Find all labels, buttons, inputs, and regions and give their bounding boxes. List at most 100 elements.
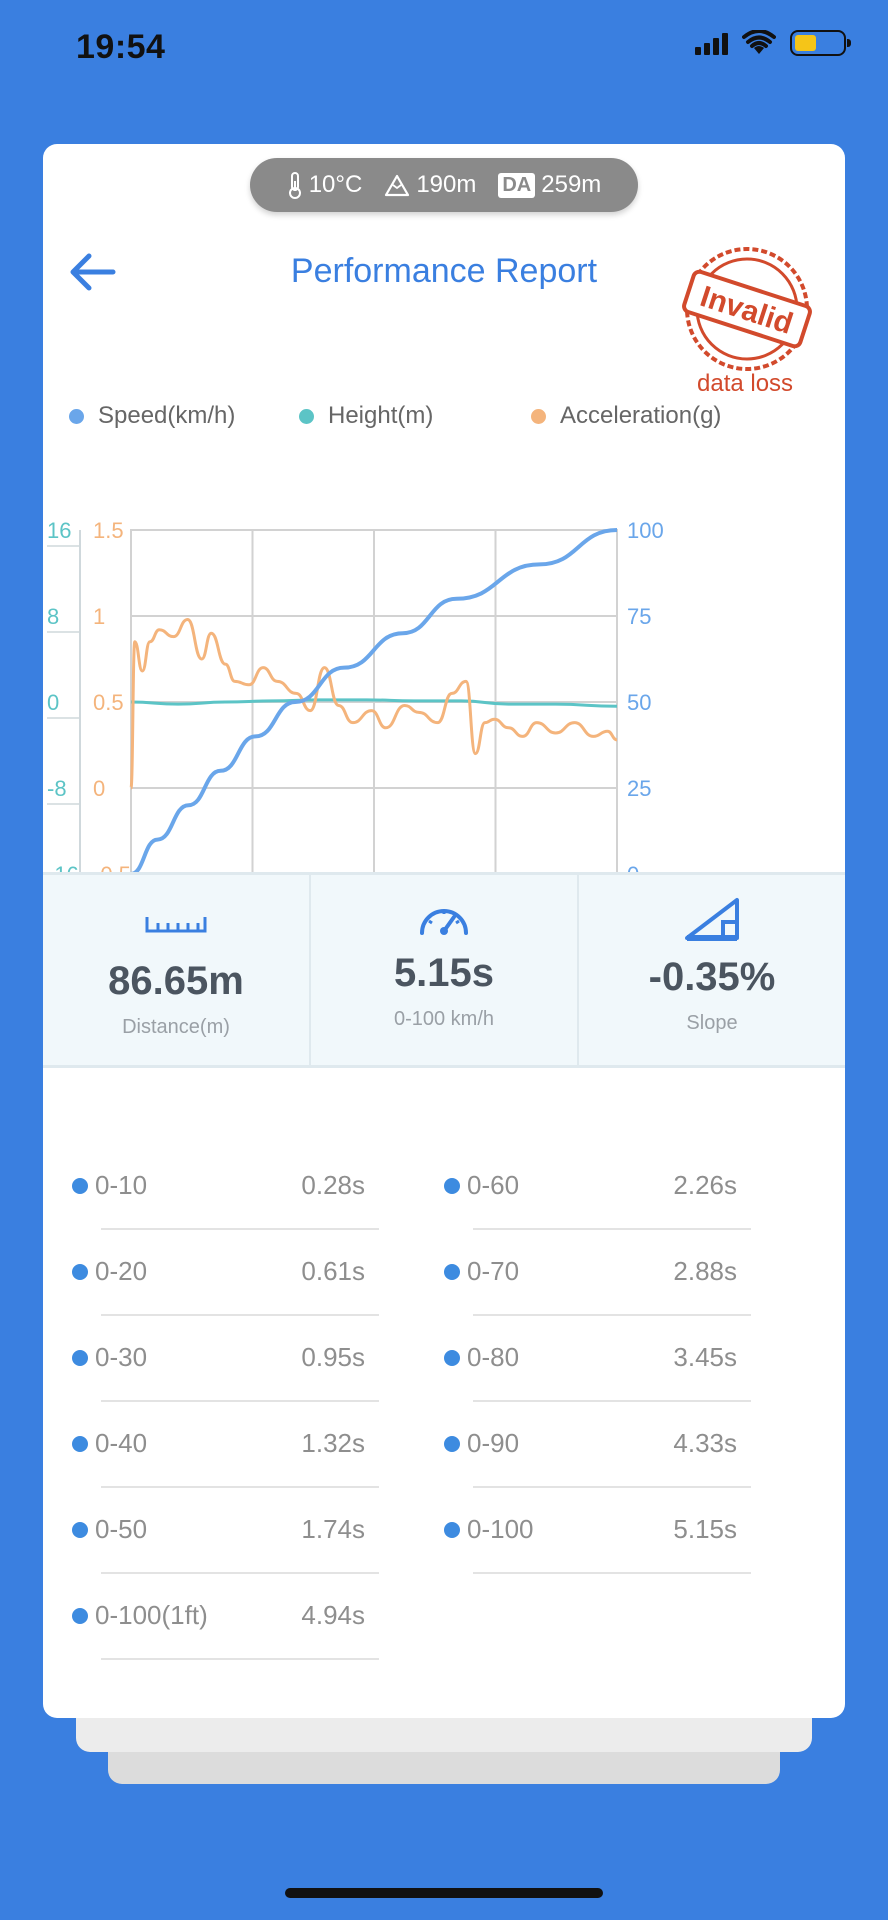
split-value: 5.15s (673, 1514, 737, 1544)
density-altitude-item: DA 259m (498, 171, 601, 199)
split-value: 2.88s (673, 1256, 737, 1286)
page-title: Performance Report (290, 252, 598, 290)
split-value: 4.33s (673, 1428, 737, 1458)
home-indicator[interactable] (285, 1888, 603, 1898)
distance-value: 86.65m (108, 959, 244, 1003)
performance-report-card: 10°C 190m DA 259m Performance Report Inv… (43, 144, 845, 1718)
split-bullet (72, 1436, 88, 1452)
altitude-item: 190m (384, 171, 476, 199)
chart-legend: Speed(km/h) Height(m) Acceleration(g) (69, 402, 829, 430)
split-item: 0-90 4.33s (415, 1402, 751, 1488)
status-icons (695, 30, 851, 56)
speed-tick-label: 50 (627, 690, 651, 715)
split-row: 0-50 1.74s 0-100 5.15s (43, 1488, 845, 1574)
temperature-item: 10°C (287, 171, 363, 199)
split-bullet (444, 1436, 460, 1452)
split-item: 0-20 0.61s (43, 1230, 379, 1316)
split-value: 0.28s (301, 1170, 365, 1200)
legend-label-acceleration: Acceleration(g) (560, 402, 722, 429)
height-tick-label: 16 (47, 518, 71, 543)
split-value: 4.94s (301, 1600, 365, 1630)
split-bullet (444, 1178, 460, 1194)
density-altitude-badge: DA (498, 172, 536, 198)
split-row: 0-10 0.28s 0-60 2.26s (43, 1144, 845, 1230)
environment-pill: 10°C 190m DA 259m (250, 158, 638, 212)
split-divider (473, 1572, 751, 1574)
mountain-icon (385, 174, 410, 197)
distance-label: Distance(m) (122, 1016, 230, 1038)
back-arrow-icon[interactable] (63, 244, 119, 300)
acceleration-time-label: 0-100 km/h (393, 1008, 495, 1030)
split-divider (101, 1314, 379, 1316)
density-altitude-value: 259m (541, 171, 602, 198)
split-value: 0.61s (301, 1256, 365, 1286)
split-label: 0-10 (95, 1170, 148, 1200)
split-label: 0-100(1ft) (95, 1600, 208, 1630)
height-tick-label: -8 (47, 776, 67, 801)
split-item: 0-100 5.15s (415, 1488, 751, 1574)
legend-label-height: Height(m) (328, 402, 434, 429)
split-label: 0-100 (467, 1514, 534, 1544)
split-item: 0-60 2.26s (415, 1144, 751, 1230)
status-time: 19:54 (76, 28, 166, 66)
split-item: 0-40 1.32s (43, 1402, 379, 1488)
split-label: 0-80 (467, 1342, 520, 1372)
thermometer-icon (288, 172, 301, 199)
split-item: 0-80 3.45s (415, 1316, 751, 1402)
acceleration-series-line (129, 617, 618, 790)
split-item: 0-100(1ft) 4.94s (43, 1574, 379, 1660)
slope-value: -0.35% (648, 955, 776, 999)
legend-item-height: Height(m) (299, 402, 531, 430)
cellular-signal-icon (695, 31, 728, 55)
temperature-value: 10°C (308, 171, 363, 198)
legend-dot-speed (69, 408, 84, 424)
split-item: 0-10 0.28s (43, 1144, 379, 1230)
speed-tick-label: 100 (627, 518, 664, 543)
stat-distance: 86.65m Distance(m) (43, 875, 309, 1065)
height-tick-label: 8 (47, 604, 59, 629)
ruler-icon (145, 917, 207, 933)
stamp-note: data loss (697, 370, 794, 397)
split-label: 0-60 (467, 1170, 520, 1200)
split-row: 0-30 0.95s 0-80 3.45s (43, 1316, 845, 1402)
split-bullet (72, 1608, 88, 1624)
split-divider (101, 1486, 379, 1488)
legend-dot-acceleration (531, 408, 546, 424)
split-value: 3.45s (673, 1342, 737, 1372)
split-divider (473, 1228, 751, 1230)
acceleration-tick-label: 1 (93, 604, 105, 629)
height-tick-label: 0 (47, 690, 59, 715)
split-row: 0-40 1.32s 0-90 4.33s (43, 1402, 845, 1488)
split-bullet (72, 1178, 88, 1194)
split-bullet (72, 1522, 88, 1538)
battery-icon (790, 30, 851, 56)
speedometer-icon (420, 909, 468, 935)
acceleration-time-value: 5.15s (393, 951, 495, 995)
invalid-stamp: Invalid (682, 247, 812, 371)
legend-item-acceleration: Acceleration(g) (531, 402, 721, 430)
speed-tick-label: 25 (627, 776, 651, 801)
speed-tick-label: 75 (627, 604, 651, 629)
split-bullet (444, 1264, 460, 1280)
split-item: 0-50 1.74s (43, 1488, 379, 1574)
acceleration-tick-label: 0.5 (93, 690, 124, 715)
stat-acceleration-time: 5.15s 0-100 km/h (309, 875, 577, 1065)
split-row: 0-20 0.61s 0-70 2.88s (43, 1230, 845, 1316)
split-bullet (444, 1350, 460, 1366)
legend-label-speed: Speed(km/h) (98, 402, 236, 429)
split-item: 0-30 0.95s (43, 1316, 379, 1402)
split-value: 0.95s (301, 1342, 365, 1372)
speed-series-line (130, 528, 618, 876)
split-label: 0-30 (95, 1342, 148, 1372)
split-bullet (72, 1264, 88, 1280)
split-value: 1.74s (301, 1514, 365, 1544)
split-divider (473, 1486, 751, 1488)
split-value: 1.32s (301, 1428, 365, 1458)
split-divider (101, 1658, 379, 1660)
stat-slope: -0.35% Slope (577, 875, 845, 1065)
split-divider (101, 1572, 379, 1574)
split-label: 0-40 (95, 1428, 148, 1458)
split-divider (101, 1400, 379, 1402)
split-item: 0-70 2.88s (415, 1230, 751, 1316)
split-divider (101, 1228, 379, 1230)
